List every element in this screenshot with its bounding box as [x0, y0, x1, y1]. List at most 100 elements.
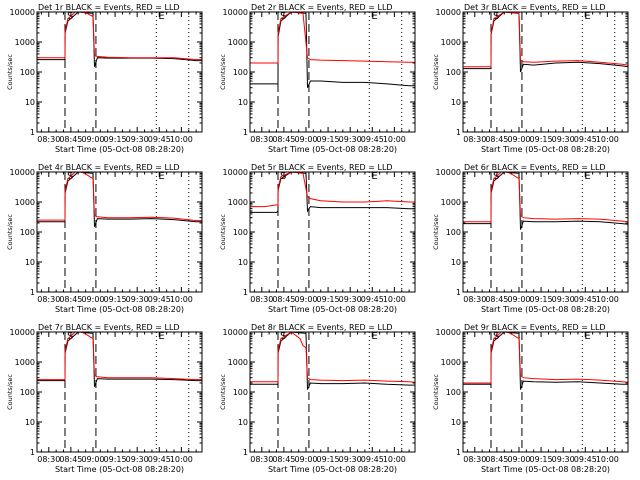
y-tick-label: 1000	[228, 38, 248, 47]
events-series-line	[250, 172, 415, 213]
y-tick-label: 1	[243, 128, 248, 137]
x-tick-label: 09:45	[148, 455, 171, 464]
x-tick-label: 09:15	[530, 455, 553, 464]
x-tick-label: 09:00	[81, 135, 104, 144]
y-tick-label: 10	[25, 98, 35, 107]
x-tick-label: 10:00	[596, 295, 619, 304]
y-tick-label: 100	[446, 68, 461, 77]
x-axis-label: Start Time (05-Oct-08 08:28:20)	[481, 145, 610, 154]
x-tick-label: 09:00	[81, 295, 104, 304]
chart-title: Det 5r BLACK = Events, RED = LLD	[251, 163, 393, 172]
chart-title: Det 7r BLACK = Events, RED = LLD	[38, 323, 180, 332]
x-tick-label: 09:30	[552, 135, 575, 144]
marker-label: S	[280, 331, 286, 342]
x-tick-label: 10:00	[383, 455, 406, 464]
x-tick-label: 08:30	[250, 135, 273, 144]
y-axis-label: Counts/sec	[219, 214, 227, 250]
x-tick-label: 09:15	[317, 295, 340, 304]
x-tick-label: 09:30	[552, 455, 575, 464]
y-tick-label: 1	[456, 128, 461, 137]
x-tick-label: 09:30	[339, 135, 362, 144]
marker-label: E	[584, 11, 590, 22]
marker-label: E	[158, 11, 164, 22]
x-tick-label: 10:00	[170, 135, 193, 144]
y-tick-label: 1000	[441, 358, 461, 367]
lld-series-line	[37, 332, 202, 381]
plot-frame	[249, 171, 416, 293]
x-tick-label: 10:00	[170, 295, 193, 304]
x-tick-label: 08:30	[37, 455, 60, 464]
y-axis-label: Counts/sec	[432, 54, 440, 90]
x-tick-label: 09:45	[361, 295, 384, 304]
x-tick-label: 10:00	[383, 295, 406, 304]
y-tick-label: 1	[243, 288, 248, 297]
plot-frame	[462, 171, 629, 293]
y-axis-label: Counts/sec	[432, 374, 440, 410]
chart-panel-4: Det 4r BLACK = Events, RED = LLD Start Ti…	[6, 163, 203, 314]
y-tick-label: 10	[238, 258, 248, 267]
x-tick-label: 09:30	[552, 295, 575, 304]
x-tick-label: 09:30	[339, 455, 362, 464]
y-tick-label: 100	[233, 228, 248, 237]
events-series-line	[463, 332, 628, 390]
y-axis-label: Counts/sec	[6, 374, 14, 410]
chart-title: Det 1r BLACK = Events, RED = LLD	[38, 3, 180, 12]
chart-panel-1: Det 1r BLACK = Events, RED = LLD Start Ti…	[6, 3, 203, 154]
x-tick-label: 08:30	[37, 295, 60, 304]
plot-frame	[36, 331, 203, 453]
y-tick-label: 10	[451, 258, 461, 267]
plot-frame	[249, 331, 416, 453]
marker-label: E	[584, 331, 590, 342]
x-tick-label: 08:30	[37, 135, 60, 144]
x-axis-label: Start Time (05-Oct-08 08:28:20)	[55, 465, 184, 474]
x-tick-label: 09:45	[574, 455, 597, 464]
y-tick-label: 10000	[10, 168, 35, 177]
x-tick-label: 09:00	[294, 295, 317, 304]
x-axis-label: Start Time (05-Oct-08 08:28:20)	[268, 305, 397, 314]
lld-series-line	[250, 172, 415, 208]
y-tick-label: 100	[233, 68, 248, 77]
x-tick-label: 09:00	[507, 135, 530, 144]
events-series-line	[250, 12, 415, 88]
x-tick-label: 09:45	[574, 135, 597, 144]
x-axis-label: Start Time (05-Oct-08 08:28:20)	[55, 305, 184, 314]
y-axis-label: Counts/sec	[6, 214, 14, 250]
marker-label: S	[280, 171, 286, 182]
y-tick-label: 10000	[10, 8, 35, 17]
y-axis-label: Counts/sec	[6, 54, 14, 90]
chart-title: Det 8r BLACK = Events, RED = LLD	[251, 323, 393, 332]
x-tick-label: 09:15	[317, 455, 340, 464]
x-tick-label: 09:30	[126, 135, 149, 144]
x-tick-label: 10:00	[170, 455, 193, 464]
chart-panel-5: Det 5r BLACK = Events, RED = LLD Start Ti…	[219, 163, 416, 314]
x-tick-label: 08:30	[250, 295, 273, 304]
x-tick-label: 08:30	[463, 295, 486, 304]
y-tick-label: 1000	[228, 358, 248, 367]
x-tick-label: 08:45	[59, 455, 82, 464]
events-series-line	[463, 172, 628, 230]
x-axis-label: Start Time (05-Oct-08 08:28:20)	[55, 145, 184, 154]
y-tick-label: 1	[30, 288, 35, 297]
x-tick-label: 08:45	[272, 295, 295, 304]
y-tick-label: 1	[30, 128, 35, 137]
x-axis-label: Start Time (05-Oct-08 08:28:20)	[268, 465, 397, 474]
x-tick-label: 09:00	[294, 135, 317, 144]
x-tick-label: 09:45	[148, 295, 171, 304]
x-tick-label: 08:45	[485, 135, 508, 144]
x-axis-label: Start Time (05-Oct-08 08:28:20)	[481, 465, 610, 474]
x-axis-label: Start Time (05-Oct-08 08:28:20)	[268, 145, 397, 154]
chart-panel-7: Det 7r BLACK = Events, RED = LLD Start Ti…	[6, 323, 203, 474]
lld-series-line	[463, 332, 628, 384]
x-tick-label: 09:15	[530, 135, 553, 144]
y-tick-label: 100	[446, 388, 461, 397]
x-tick-label: 08:30	[463, 135, 486, 144]
y-tick-label: 1000	[228, 198, 248, 207]
y-tick-label: 1000	[441, 198, 461, 207]
y-tick-label: 100	[233, 388, 248, 397]
x-tick-label: 08:45	[59, 295, 82, 304]
y-tick-label: 10000	[436, 8, 461, 17]
y-tick-label: 100	[20, 68, 35, 77]
y-tick-label: 10000	[436, 168, 461, 177]
lld-series-line	[250, 332, 415, 383]
plot-frame	[462, 11, 629, 133]
